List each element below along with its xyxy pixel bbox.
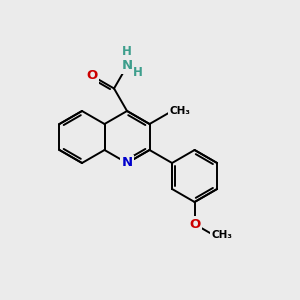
Text: CH₃: CH₃	[169, 106, 190, 116]
Text: N: N	[122, 157, 133, 169]
Text: O: O	[86, 69, 97, 82]
Text: H: H	[133, 67, 143, 80]
Text: O: O	[189, 218, 200, 231]
Text: H: H	[122, 46, 132, 59]
Text: CH₃: CH₃	[211, 230, 232, 240]
Text: N: N	[122, 59, 133, 73]
